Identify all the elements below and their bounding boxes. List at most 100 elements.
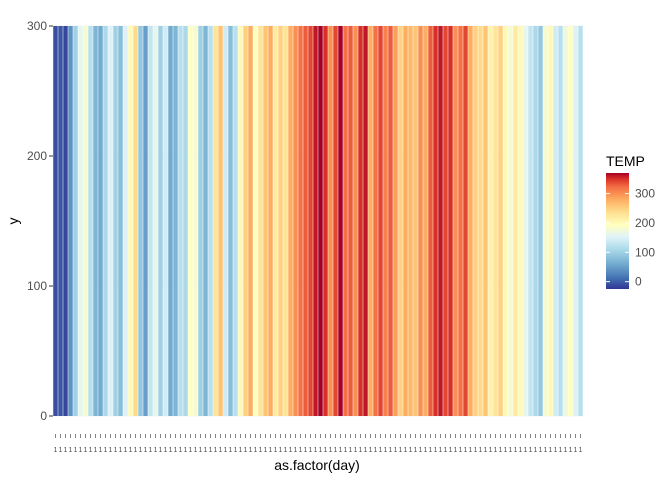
- x-tick-label: 1: [474, 447, 478, 454]
- x-tick-label: 1: [184, 447, 188, 454]
- temp-bar: [258, 26, 263, 416]
- temp-bar: [513, 26, 518, 416]
- x-tick-label: 1: [329, 447, 333, 454]
- temp-bar: [293, 26, 298, 416]
- temp-bar: [578, 26, 583, 416]
- temp-bar: [343, 26, 348, 416]
- x-tick-label: 1: [479, 447, 483, 454]
- temp-bar: [138, 26, 143, 416]
- x-tick-label: 1: [79, 447, 83, 454]
- temp-bar: [68, 26, 73, 416]
- y-tick-label: 100: [27, 279, 47, 293]
- temp-bar: [83, 26, 88, 416]
- x-tick-label: 1: [404, 447, 408, 454]
- temp-bar: [103, 26, 108, 416]
- x-tick-label: 1: [389, 447, 393, 454]
- x-tick-label: 1: [134, 447, 138, 454]
- x-tick-label: 1: [509, 447, 513, 454]
- x-tick-label: 1: [574, 447, 578, 454]
- y-tick-label: 300: [27, 19, 47, 33]
- temp-bar: [203, 26, 208, 416]
- temp-bar: [248, 26, 253, 416]
- x-tick-label: 1: [279, 447, 283, 454]
- temp-bar: [313, 26, 318, 416]
- x-tick-label: 1: [429, 447, 433, 454]
- x-tick-label: 1: [89, 447, 93, 454]
- temp-bar: [268, 26, 273, 416]
- temp-bar: [78, 26, 83, 416]
- x-tick-label: 1: [94, 447, 98, 454]
- x-tick-label: 1: [434, 447, 438, 454]
- x-tick-label: 1: [444, 447, 448, 454]
- y-tick-label: 0: [40, 409, 47, 423]
- temp-bar: [413, 26, 418, 416]
- temp-bar: [323, 26, 328, 416]
- temp-bar: [188, 26, 193, 416]
- x-tick-label: 1: [559, 447, 563, 454]
- temp-bar: [338, 26, 343, 416]
- temp-bar: [153, 26, 158, 416]
- x-tick-label: 1: [464, 447, 468, 454]
- x-tick-label: 1: [269, 447, 273, 454]
- temp-bar: [123, 26, 128, 416]
- x-tick-label: 1: [69, 447, 73, 454]
- x-tick-label: 1: [424, 447, 428, 454]
- x-tick-label: 1: [179, 447, 183, 454]
- x-tick-label: 1: [239, 447, 243, 454]
- temp-bar: [388, 26, 393, 416]
- x-tick-label: 1: [394, 447, 398, 454]
- x-tick-label: 1: [554, 447, 558, 454]
- x-tick-label: 1: [484, 447, 488, 454]
- x-tick-label: 1: [174, 447, 178, 454]
- x-tick-label: 1: [334, 447, 338, 454]
- temp-bar: [408, 26, 413, 416]
- x-tick-label: 1: [244, 447, 248, 454]
- x-tick-label: 1: [349, 447, 353, 454]
- x-tick-label: 1: [64, 447, 68, 454]
- x-tick-label: 1: [319, 447, 323, 454]
- temp-bar: [233, 26, 238, 416]
- temp-bar: [463, 26, 468, 416]
- temp-bar: [398, 26, 403, 416]
- legend-colorbar: [606, 173, 629, 289]
- temp-bar: [158, 26, 163, 416]
- x-tick-label: 1: [124, 447, 128, 454]
- x-tick-label: 1: [549, 447, 553, 454]
- x-tick-label: 1: [209, 447, 213, 454]
- x-tick-label: 1: [529, 447, 533, 454]
- x-tick-label: 1: [304, 447, 308, 454]
- x-tick-label: 1: [99, 447, 103, 454]
- temp-bar: [178, 26, 183, 416]
- x-tick-label: 1: [419, 447, 423, 454]
- x-tick-label: 1: [449, 447, 453, 454]
- x-tick-label: 1: [504, 447, 508, 454]
- x-tick-label: 1: [489, 447, 493, 454]
- temp-bar: [543, 26, 548, 416]
- temp-bar: [453, 26, 458, 416]
- temp-bar: [423, 26, 428, 416]
- temperature-bars: [53, 26, 583, 416]
- temp-bar: [63, 26, 68, 416]
- temp-bar: [353, 26, 358, 416]
- x-tick-label: 1: [469, 447, 473, 454]
- x-tick-label: 1: [264, 447, 268, 454]
- temp-bar: [448, 26, 453, 416]
- x-tick-label: 1: [339, 447, 343, 454]
- temp-bar: [418, 26, 423, 416]
- temp-bar: [468, 26, 473, 416]
- x-tick-label: 1: [454, 447, 458, 454]
- temp-bar: [488, 26, 493, 416]
- temp-bar: [208, 26, 213, 416]
- temp-bar: [393, 26, 398, 416]
- temp-bar: [493, 26, 498, 416]
- x-tick-label: 1: [154, 447, 158, 454]
- x-tick-label: 1: [84, 447, 88, 454]
- temp-bar: [528, 26, 533, 416]
- temp-bar: [523, 26, 528, 416]
- temp-bar: [108, 26, 113, 416]
- x-tick-label: 1: [544, 447, 548, 454]
- x-tick-label: 1: [229, 447, 233, 454]
- x-tick-label: 1: [369, 447, 373, 454]
- x-tick-label: 1: [59, 447, 63, 454]
